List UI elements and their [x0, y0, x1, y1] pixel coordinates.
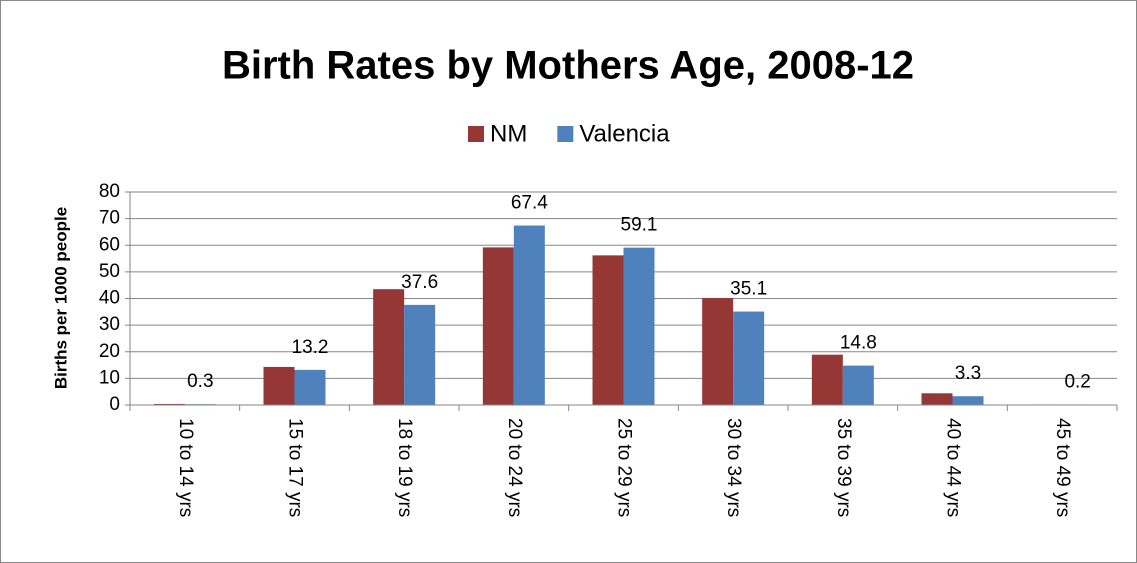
y-axis-label: Births per 1000 people: [51, 207, 70, 389]
x-tick-label: 15 to 17 yrs: [284, 418, 305, 517]
x-tick-label: 45 to 49 yrs: [1052, 418, 1073, 517]
chart-title: Birth Rates by Mothers Age, 2008-12: [222, 44, 914, 88]
bar: [153, 403, 185, 405]
legend-label: NM: [490, 120, 527, 147]
legend-swatch: [557, 126, 574, 142]
y-tick-label: 40: [99, 288, 120, 309]
bar: [482, 247, 514, 405]
bar: [921, 393, 953, 405]
bar: [263, 366, 295, 405]
bar: [404, 304, 436, 405]
x-tick-label: 10 to 14 yrs: [175, 418, 196, 517]
data-label: 3.3: [955, 363, 981, 384]
x-tick-label: 18 to 19 yrs: [394, 418, 415, 517]
bar: [702, 297, 734, 405]
x-tick-label: 30 to 34 yrs: [723, 418, 744, 517]
y-tick-label: 0: [109, 394, 120, 415]
bar: [623, 247, 655, 405]
bar: [842, 365, 874, 405]
y-tick-label: 20: [99, 341, 120, 362]
y-tick-label: 70: [99, 208, 120, 229]
data-label: 59.1: [621, 215, 658, 236]
data-label: 35.1: [730, 279, 767, 300]
data-label: 0.3: [187, 371, 213, 392]
legend-label: Valencia: [579, 120, 670, 147]
bar: [811, 354, 843, 405]
y-tick-label: 30: [99, 314, 120, 335]
y-tick-label: 80: [99, 181, 120, 202]
bar: [733, 311, 765, 405]
bar: [592, 255, 624, 405]
data-label: 13.2: [292, 337, 329, 358]
x-tick-label: 25 to 29 yrs: [613, 418, 634, 517]
bar: [294, 369, 326, 405]
legend-swatch: [468, 126, 484, 142]
y-tick-label: 60: [99, 234, 120, 255]
bar: [513, 225, 545, 405]
data-label: 0.2: [1064, 371, 1090, 392]
data-label: 37.6: [401, 272, 438, 293]
x-tick-label: 35 to 39 yrs: [833, 418, 854, 517]
bar: [373, 289, 405, 405]
y-tick-label: 50: [99, 261, 120, 282]
x-tick-label: 40 to 44 yrs: [942, 418, 963, 517]
y-tick-label: 10: [99, 367, 120, 388]
bar: [952, 396, 984, 405]
data-label: 67.4: [511, 193, 548, 214]
x-tick-label: 20 to 24 yrs: [504, 418, 525, 517]
data-label: 14.8: [840, 333, 877, 354]
